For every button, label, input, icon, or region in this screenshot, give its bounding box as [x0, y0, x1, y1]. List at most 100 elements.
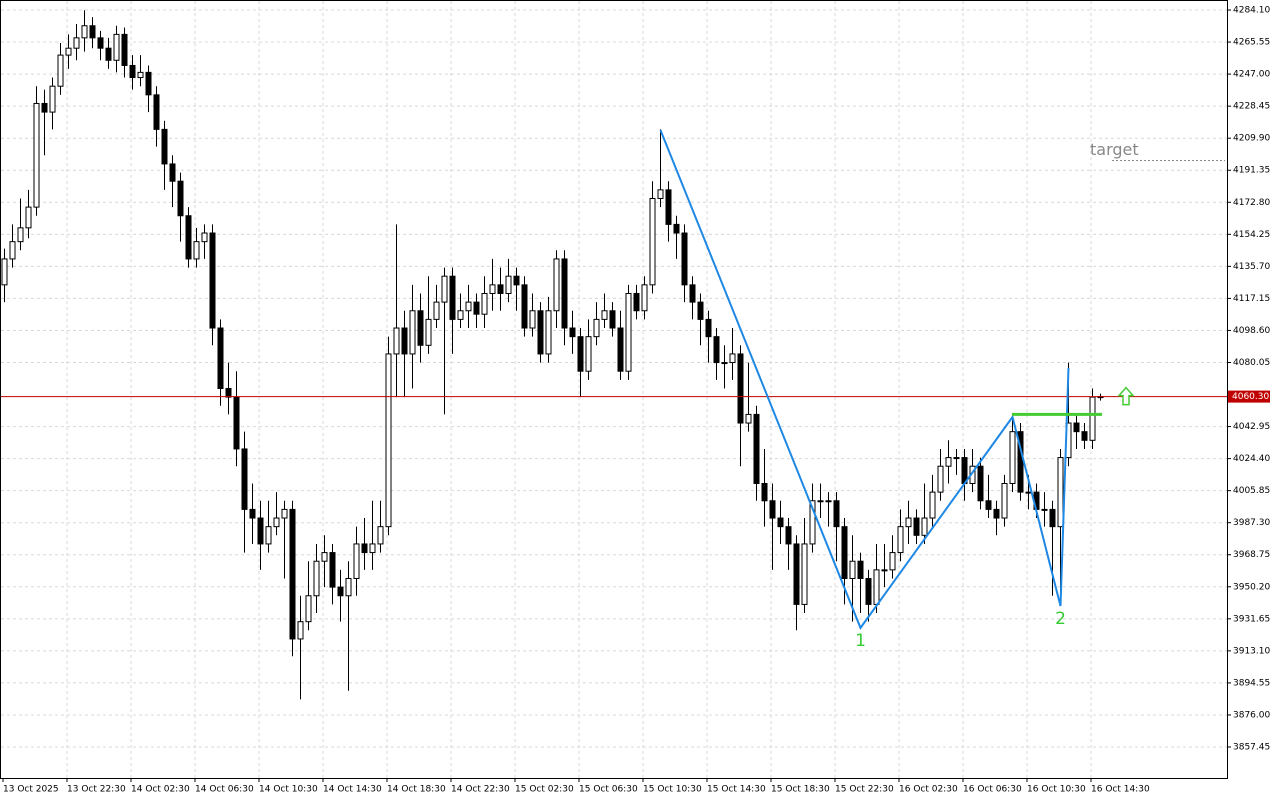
candle-body — [33, 102, 40, 208]
candle-body — [241, 448, 248, 510]
y-tick-label: 4191.35 — [1233, 166, 1270, 176]
candle-body — [1041, 508, 1048, 511]
candle-body — [545, 310, 552, 355]
y-tick-label: 3950.20 — [1233, 582, 1270, 592]
candle-body — [801, 543, 808, 605]
y-tick-label: 4135.70 — [1233, 262, 1270, 272]
candle-body — [313, 560, 320, 597]
x-tick-label: 15 Oct 10:30 — [643, 785, 702, 795]
candle-body — [601, 310, 608, 320]
candle-body — [57, 54, 64, 87]
candle-body — [153, 94, 160, 130]
candle-body — [585, 336, 592, 372]
candle-body — [569, 327, 576, 338]
candle-body — [257, 517, 264, 545]
candle-body — [937, 465, 944, 493]
candle-body — [161, 128, 168, 165]
candle-body — [505, 275, 512, 294]
candle-body — [265, 526, 272, 545]
y-tick-label: 4172.80 — [1233, 198, 1270, 208]
x-tick-label: 14 Oct 02:30 — [131, 785, 190, 795]
candle-body — [641, 284, 648, 312]
candle-body — [201, 232, 208, 243]
candle-body — [681, 232, 688, 286]
candle-body — [881, 569, 888, 572]
candle-body — [129, 64, 136, 79]
y-tick-label: 4098.60 — [1233, 326, 1270, 336]
candle-body — [369, 543, 376, 554]
x-tick-label: 14 Oct 10:30 — [259, 785, 318, 795]
candle-body — [449, 275, 456, 320]
candle-body — [225, 387, 232, 398]
y-tick-label: 3913.10 — [1233, 646, 1270, 656]
candle-body — [537, 310, 544, 355]
pattern-point-label: 2 — [1055, 609, 1066, 629]
candle-body — [497, 284, 504, 294]
candle-body — [249, 508, 256, 519]
candle-body — [905, 517, 912, 528]
candle-body — [873, 569, 880, 605]
candle-body — [73, 37, 80, 49]
candle-body — [769, 500, 776, 519]
candle-body — [577, 336, 584, 372]
candle-body — [9, 241, 16, 260]
candle-body — [193, 241, 200, 260]
candle-body — [345, 577, 352, 597]
candle-body — [177, 180, 184, 217]
candle-body — [97, 37, 104, 49]
candle-body — [417, 310, 424, 346]
candle-body — [745, 413, 752, 424]
y-tick-label: 4209.90 — [1233, 134, 1270, 144]
y-tick-label: 3931.65 — [1233, 614, 1270, 624]
y-tick-label: 4005.85 — [1233, 486, 1270, 496]
candle-body — [441, 275, 448, 303]
candle-body — [385, 353, 392, 528]
candle-body — [81, 25, 88, 39]
candle-body — [1057, 457, 1064, 528]
candle-body — [737, 353, 744, 424]
candle-body — [481, 292, 488, 315]
candle-body — [337, 586, 344, 597]
candle-body — [705, 318, 712, 338]
candle-body — [633, 292, 640, 312]
candle-body — [777, 517, 784, 528]
candle-body — [753, 413, 760, 484]
candle-body — [993, 508, 1000, 519]
candle-body — [945, 457, 952, 467]
candle-body — [897, 526, 904, 554]
candle-body — [273, 517, 280, 528]
x-tick-label: 16 Oct 14:30 — [1091, 785, 1150, 795]
y-tick-label: 4117.15 — [1233, 294, 1270, 304]
x-tick-label: 14 Oct 22:30 — [451, 785, 510, 795]
candle-body — [473, 301, 480, 315]
candle-body — [89, 25, 96, 39]
candle-body — [825, 500, 832, 503]
candle-body — [857, 560, 864, 579]
candle-body — [465, 301, 472, 312]
candle-body — [409, 310, 416, 355]
candle-body — [657, 189, 664, 199]
candle-body — [1081, 431, 1088, 441]
candle-body — [721, 362, 728, 365]
candle-body — [393, 327, 400, 355]
candle-body — [833, 500, 840, 528]
candle-body — [297, 621, 304, 640]
candle-body — [361, 543, 368, 554]
candle-body — [321, 552, 328, 562]
x-tick-label: 13 Oct 2025 — [3, 785, 59, 795]
candle-body — [1009, 431, 1016, 484]
candle-body — [609, 310, 616, 329]
candle-body — [889, 552, 896, 571]
y-tick-label: 3968.75 — [1233, 550, 1270, 560]
pattern-line — [659, 129, 1070, 630]
candle-body — [169, 163, 176, 182]
x-tick-label: 14 Oct 18:30 — [387, 785, 446, 795]
candle-body — [521, 284, 528, 329]
candle-body — [665, 189, 672, 225]
candle-body — [921, 517, 928, 536]
last-price-tag — [1228, 390, 1270, 403]
plot-frame — [0, 0, 1228, 779]
candle-body — [913, 517, 920, 536]
candle-body — [281, 508, 288, 519]
